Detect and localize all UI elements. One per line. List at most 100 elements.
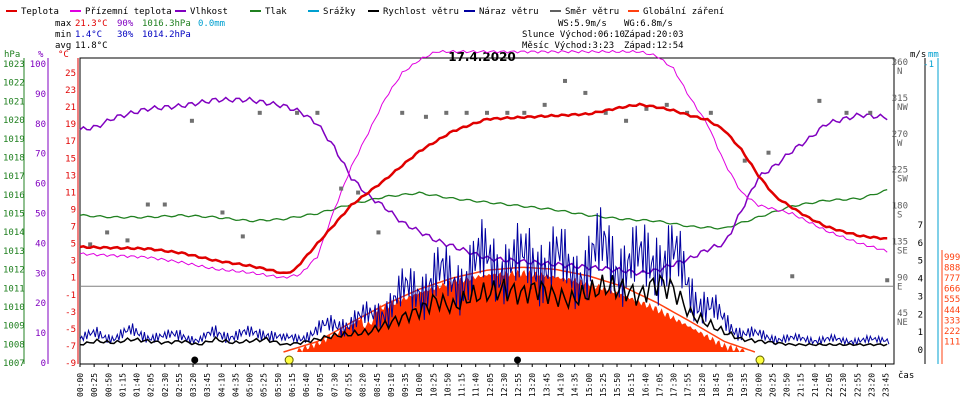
wind-direction-point xyxy=(339,186,344,191)
x-tick-label: 20:25 xyxy=(768,373,777,397)
stat-avg-label: avg xyxy=(55,41,71,51)
wind-direction-point xyxy=(685,110,690,115)
sun-set-info: Západ:20:03 xyxy=(624,30,684,40)
rad-tick-label: 666 xyxy=(944,285,960,295)
degc-tick-label: 17 xyxy=(65,137,76,147)
hpa-tick-label: 1012 xyxy=(3,266,25,276)
humidity-line xyxy=(79,96,888,277)
pct-tick-label: 30 xyxy=(35,269,46,279)
moonset-marker xyxy=(514,356,522,364)
dir-tick-letter: S xyxy=(897,211,902,221)
x-tick-label: 02:55 xyxy=(175,373,184,397)
stat-max-temp: 21.3°C xyxy=(75,19,108,29)
wind-sun-info: WS:5.9m/s WG:6.8m/s Slunce Východ:06:10 … xyxy=(522,19,684,51)
pct-tick-label: 50 xyxy=(35,210,46,220)
x-tick-label: 13:45 xyxy=(542,373,551,397)
hpa-tick-label: 1020 xyxy=(3,116,25,126)
x-tick-label: 10:00 xyxy=(415,373,424,397)
degc-tick-label: 21 xyxy=(65,103,76,113)
chart-legend: Teplota Přízemní teplota Vlhkost Tlak Srážky… xyxy=(6,7,724,17)
hpa-tick-label: 1018 xyxy=(3,153,25,163)
stat-max-hum: 90% xyxy=(117,19,134,29)
x-tick-label: 08:45 xyxy=(373,373,382,397)
dir-tick-value: 360 xyxy=(892,58,908,68)
ground-temperature-line xyxy=(79,49,888,279)
x-tick-label: 03:20 xyxy=(189,373,198,397)
chart-axes: hPa% °C m/s mm10231022102110201019101810171… xyxy=(3,50,960,369)
rad-tick-label: 333 xyxy=(944,316,960,326)
x-tick-label: 15:50 xyxy=(613,373,622,397)
x-tick-label: 10:25 xyxy=(429,373,438,397)
x-tick-label: 20:00 xyxy=(754,373,763,397)
x-tick-label: 11:40 xyxy=(472,373,481,397)
dir-tick-letter: E xyxy=(897,282,902,292)
x-axis: 00:00 00:25 00:50 01:15 01:40 02:05 02:30 02:55… xyxy=(76,364,914,397)
stat-min-hum: 30% xyxy=(117,30,134,40)
rad-tick-label: 444 xyxy=(944,306,960,316)
wind-gust-line xyxy=(79,207,890,347)
wind-direction-point xyxy=(356,190,361,195)
wind-direction-point xyxy=(790,274,795,279)
degc-tick-label: 11 xyxy=(65,188,76,198)
radiation-area xyxy=(293,269,749,352)
plot-frame xyxy=(79,57,895,365)
dir-tick-value: 45 xyxy=(897,309,908,319)
degc-tick-label: 13 xyxy=(65,171,76,181)
x-tick-label: 11:15 xyxy=(458,373,467,397)
dir-tick-value: 90 xyxy=(897,273,908,283)
wind-direction-point xyxy=(603,110,608,115)
x-tick-label: 09:10 xyxy=(387,373,396,397)
ms-tick-label: 4 xyxy=(918,275,923,285)
legend-label: Směr větru xyxy=(565,7,619,17)
ms-axis-label: m/s xyxy=(910,50,926,60)
wind-direction-point xyxy=(220,210,225,215)
wind-direction-point xyxy=(125,238,130,243)
x-tick-label: 04:35 xyxy=(231,373,240,397)
degc-tick-label: 15 xyxy=(65,154,76,164)
wind-direction-point xyxy=(644,106,649,111)
hpa-tick-label: 1010 xyxy=(3,303,25,313)
x-tick-label: 17:30 xyxy=(670,373,679,397)
ms-tick-label: 6 xyxy=(918,239,923,249)
wind-direction-point xyxy=(376,230,381,235)
legend-label: Přízemní teplota xyxy=(85,7,172,17)
x-tick-label: 19:10 xyxy=(726,373,735,397)
ms-tick-label: 2 xyxy=(918,310,923,320)
pct-tick-label: 60 xyxy=(35,180,46,190)
x-tick-label: 02:30 xyxy=(161,373,170,397)
x-tick-label: 22:05 xyxy=(825,373,834,397)
hpa-tick-label: 1019 xyxy=(3,135,25,145)
legend-label: Teplota xyxy=(21,7,59,17)
x-tick-label: 07:30 xyxy=(330,373,339,397)
x-tick-label: 07:05 xyxy=(316,373,325,397)
hpa-tick-label: 1023 xyxy=(3,60,25,70)
x-tick-label: 05:50 xyxy=(274,373,283,397)
hpa-tick-label: 1013 xyxy=(3,247,25,257)
dir-tick-letter: W xyxy=(897,139,903,149)
x-tick-label: 08:20 xyxy=(359,373,368,397)
wind-direction-point xyxy=(766,150,771,155)
degc-tick-label: 3 xyxy=(71,257,76,267)
x-tick-label: 22:30 xyxy=(839,373,848,397)
wind-direction-point xyxy=(485,110,489,115)
rad-tick-label: 888 xyxy=(944,264,960,274)
chart-title: 17.4.2020 xyxy=(448,50,516,64)
ms-tick-label: 3 xyxy=(918,292,923,302)
x-tick-label: 00:25 xyxy=(90,373,99,397)
wind-direction-point xyxy=(240,234,245,239)
dir-tick-letter: NW xyxy=(897,103,908,113)
wind-direction-point xyxy=(189,118,194,123)
degc-tick-label: -3 xyxy=(65,308,76,318)
wind-direction-point xyxy=(885,278,890,283)
ms-tick-label: 7 xyxy=(918,221,923,231)
hpa-tick-label: 1016 xyxy=(3,191,25,201)
hpa-tick-label: 1014 xyxy=(3,228,25,238)
ms-tick-label: 1 xyxy=(918,328,923,338)
x-tick-label: 02:05 xyxy=(147,373,156,397)
hpa-tick-label: 1017 xyxy=(3,172,25,182)
rad-tick-label: 999 xyxy=(944,253,960,263)
sun-info: Slunce Východ:06:10 xyxy=(522,30,625,40)
wind-direction-point xyxy=(563,78,568,83)
temperature-line xyxy=(79,102,888,275)
